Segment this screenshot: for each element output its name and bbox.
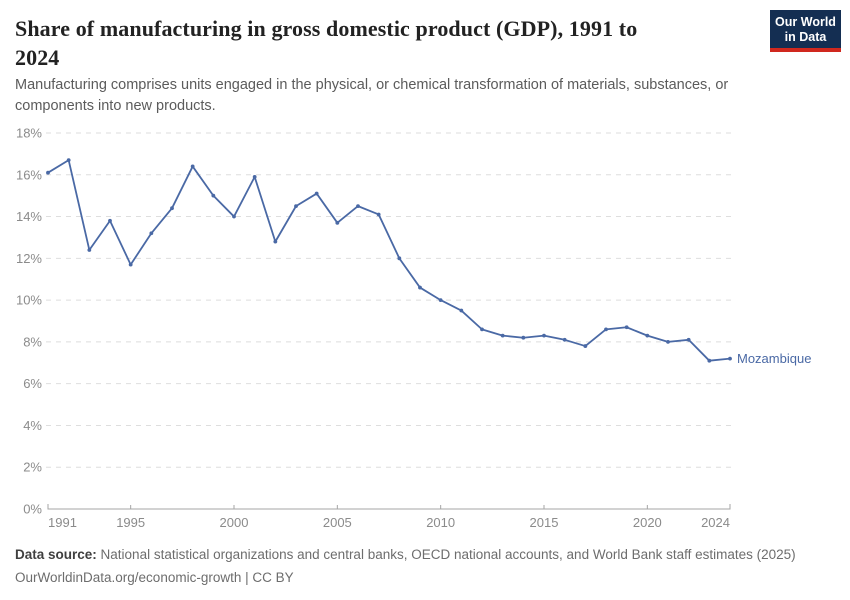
- page-title-line1: Share of manufacturing in gross domestic…: [15, 16, 638, 41]
- y-tick-label: 6%: [23, 376, 42, 391]
- y-tick-label: 2%: [23, 460, 42, 475]
- data-point: [128, 262, 133, 267]
- page-title-line2: 2024: [15, 45, 60, 70]
- data-point: [604, 327, 608, 332]
- x-tick-label: 2020: [633, 515, 662, 530]
- y-tick-label: 12%: [16, 251, 42, 266]
- data-point: [273, 239, 278, 244]
- data-point: [645, 333, 650, 338]
- data-point: [376, 212, 381, 217]
- chart-subtitle-line2: components into new products.: [15, 98, 216, 114]
- data-point: [707, 358, 712, 363]
- footer-license: CC BY: [252, 570, 294, 585]
- data-point: [728, 356, 732, 361]
- x-tick-label: 2024: [701, 515, 730, 530]
- data-point: [46, 170, 50, 175]
- data-point: [232, 214, 236, 219]
- page-title: Share of manufacturing in gross domestic…: [15, 14, 637, 72]
- chart-footer: Data source: National statistical organi…: [15, 543, 796, 589]
- data-point: [438, 298, 443, 303]
- y-tick-label: 14%: [16, 209, 42, 224]
- data-point: [108, 218, 112, 223]
- data-point: [190, 164, 195, 169]
- owid-logo-line2: in Data: [784, 29, 827, 44]
- data-point: [252, 174, 257, 179]
- data-point: [314, 191, 319, 196]
- data-source-text: National statistical organizations and c…: [100, 547, 796, 562]
- footer-separator: |: [245, 570, 249, 585]
- data-point: [500, 333, 505, 338]
- y-tick-label: 10%: [16, 293, 42, 308]
- x-tick-label: 2000: [220, 515, 249, 530]
- data-point: [170, 206, 174, 211]
- owid-logo[interactable]: Our World in Data: [770, 10, 841, 52]
- data-point: [87, 248, 92, 252]
- x-tick-label: 1995: [116, 515, 145, 530]
- footer-link[interactable]: OurWorldinData.org/economic-growth: [15, 570, 242, 585]
- data-point: [624, 325, 629, 330]
- y-tick-label: 4%: [23, 418, 42, 433]
- data-point: [459, 308, 464, 313]
- x-tick-label: 2010: [426, 515, 455, 530]
- attribution-line: OurWorldinData.org/economic-growth | CC …: [15, 566, 796, 589]
- x-tick-label: 1991: [48, 515, 77, 530]
- data-point: [294, 204, 298, 209]
- data-point: [686, 337, 691, 342]
- data-point: [521, 335, 526, 340]
- y-tick-label: 0%: [23, 502, 42, 517]
- data-point: [418, 285, 422, 290]
- data-point: [480, 327, 484, 332]
- owid-logo-line1: Our World: [775, 15, 836, 29]
- y-tick-label: 18%: [16, 126, 42, 141]
- data-line-mozambique[interactable]: [47, 159, 731, 362]
- series-label-mozambique[interactable]: Mozambique: [737, 351, 811, 366]
- data-point: [211, 193, 216, 198]
- data-point: [583, 344, 588, 348]
- y-tick-label: 16%: [16, 167, 42, 182]
- chart-subtitle-line1: Manufacturing comprises units engaged in…: [15, 77, 729, 93]
- data-point: [335, 220, 340, 225]
- data-source-line: Data source: National statistical organi…: [15, 543, 796, 566]
- y-tick-label: 8%: [23, 334, 42, 349]
- data-point: [542, 333, 546, 338]
- x-axis: [47, 504, 731, 510]
- data-point: [66, 158, 71, 163]
- data-source-label: Data source:: [15, 547, 97, 562]
- x-tick-label: 2015: [530, 515, 559, 530]
- data-point: [562, 337, 567, 342]
- chart-subtitle: Manufacturing comprises units engaged in…: [15, 75, 728, 117]
- x-tick-label: 2005: [323, 515, 352, 530]
- data-point: [666, 339, 670, 344]
- data-point: [149, 231, 154, 236]
- data-point: [397, 256, 402, 261]
- data-point: [356, 204, 360, 209]
